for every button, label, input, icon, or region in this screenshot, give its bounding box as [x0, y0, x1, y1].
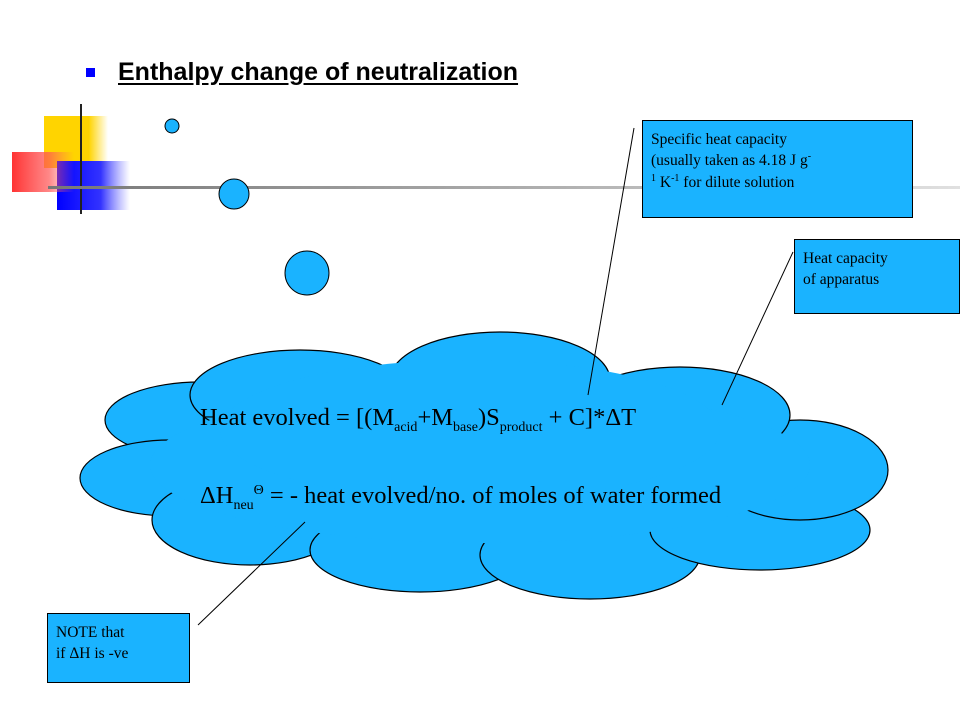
- callout-specific-line3-lead: 1: [651, 172, 656, 184]
- deco-horizontal-rule: [48, 186, 960, 189]
- bubble-large: [284, 250, 330, 296]
- callout-specific-line3-tail: for dilute solution: [679, 174, 795, 192]
- callout-specific-sup2: -1: [671, 172, 680, 184]
- bubble-medium: [218, 178, 250, 210]
- eq1-tail: + C]*ΔT: [542, 404, 637, 431]
- callout-specific-line2-text: (usually taken as 4.18 J g: [651, 152, 808, 170]
- connector-specific-heat: [587, 127, 635, 396]
- eq1-lead: Heat evolved = [(M: [200, 404, 395, 431]
- slide-title: Enthalpy change of neutralization: [118, 58, 519, 86]
- eq2-tail: = - heat evolved/no. of moles of water f…: [263, 482, 722, 509]
- eq2-lead: ΔH: [200, 482, 234, 509]
- callout-apparatus-line1: Heat capacity: [803, 250, 888, 267]
- title-row: Enthalpy change of neutralization: [86, 58, 518, 87]
- callout-specific-heat-capacity: Specific heat capacity (usually taken as…: [642, 120, 913, 218]
- callout-apparatus-line2: of apparatus: [803, 271, 880, 289]
- equation-heat-evolved: Heat evolved = [(Macid+Mbase)Sproduct + …: [200, 404, 636, 436]
- eq1-sub-base: base: [453, 419, 478, 435]
- callout-specific-line3: 1 K-1 for dilute solution: [651, 172, 906, 194]
- eq2-sub-neu: neu: [233, 497, 254, 513]
- cloud-shape: [79, 331, 889, 600]
- eq1-sub-product: product: [499, 419, 543, 435]
- callout-note: NOTE that if ΔH is -ve: [47, 613, 190, 683]
- callout-specific-sup1: -: [807, 151, 812, 163]
- bubble-small: [164, 118, 180, 134]
- deco-red-square: [12, 152, 74, 192]
- callout-specific-k: K: [656, 174, 672, 192]
- eq1-plus-m: +M: [417, 404, 454, 431]
- bullet-square-icon: [86, 68, 95, 77]
- eq1-sub-acid: acid: [394, 419, 418, 435]
- callout-specific-line1: Specific heat capacity: [651, 131, 787, 148]
- eq1-close-s: )S: [477, 404, 500, 431]
- callout-heat-capacity-apparatus: Heat capacity of apparatus: [794, 239, 960, 314]
- equation-delta-h-neutralization: ΔHneuΘ = - heat evolved/no. of moles of …: [200, 482, 721, 514]
- callout-note-line2: if ΔH is -ve: [56, 645, 129, 663]
- connector-note: [197, 521, 306, 626]
- callout-note-line1: NOTE that: [56, 624, 125, 641]
- eq2-sup-theta: Θ: [253, 482, 264, 498]
- connector-apparatus: [721, 251, 794, 406]
- callout-specific-line2: (usually taken as 4.18 J g-: [651, 150, 906, 172]
